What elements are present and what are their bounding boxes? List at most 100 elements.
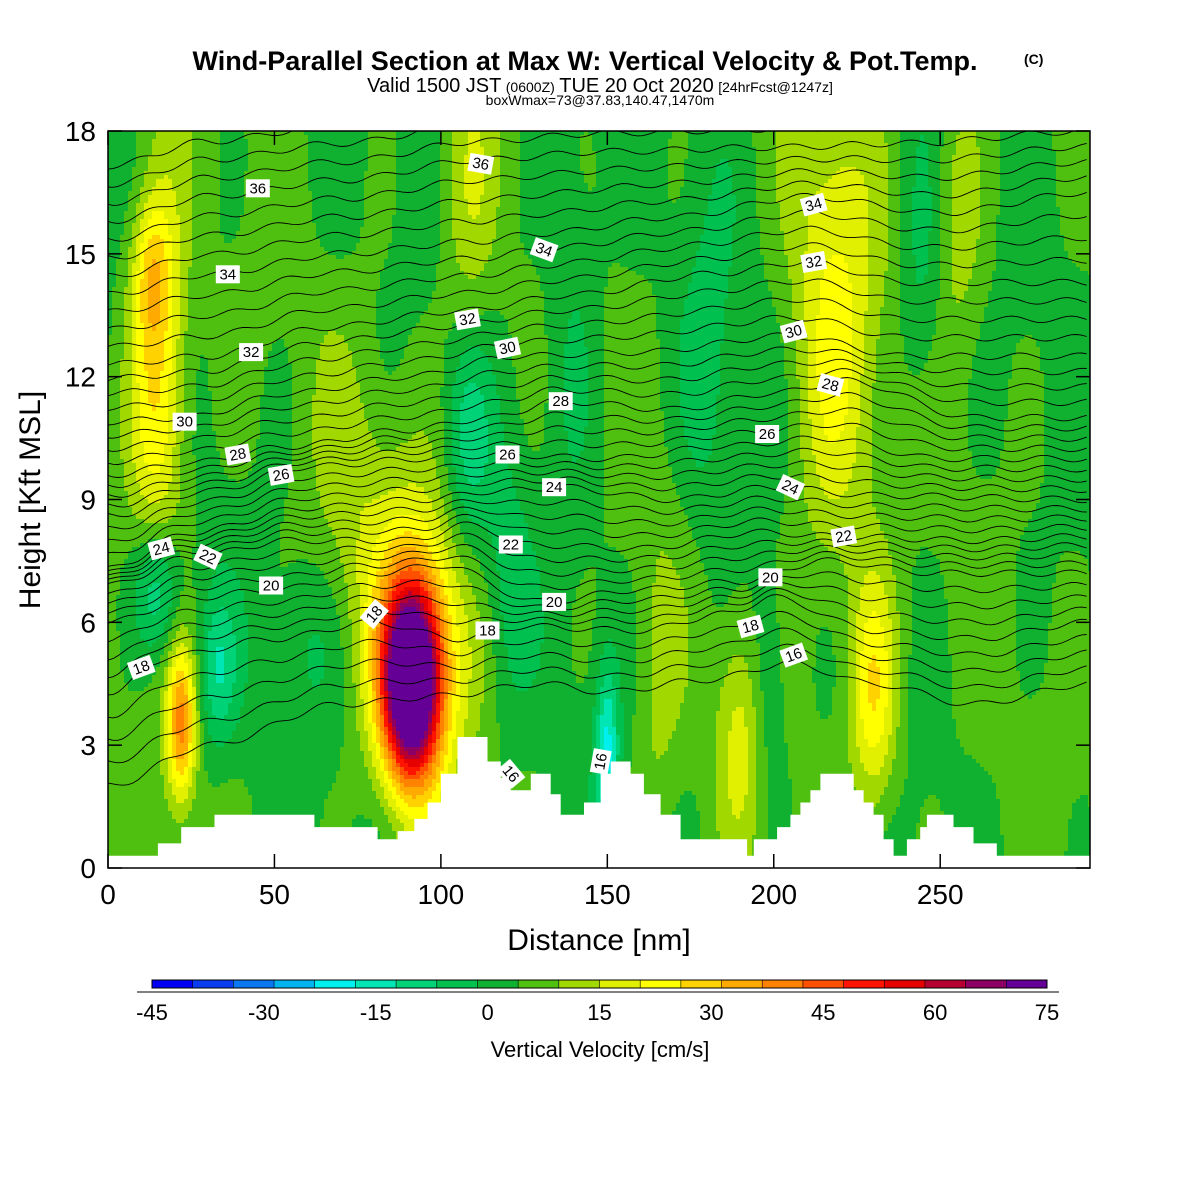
velocity-cell [388,183,393,188]
velocity-cell [428,167,433,172]
velocity-cell [532,163,537,168]
velocity-cell [1036,163,1041,168]
velocity-cell [172,163,177,168]
velocity-cell [492,167,497,172]
velocity-cell [584,183,589,188]
velocity-cell [504,135,509,140]
velocity-cell [1056,151,1061,156]
velocity-cell [356,155,361,160]
velocity-cell [308,135,313,140]
velocity-cell [220,135,225,140]
velocity-cell [252,135,257,140]
velocity-cell [452,187,457,192]
velocity-cell [156,183,161,188]
velocity-cell [164,179,169,184]
velocity-cell [472,147,477,152]
velocity-cell [812,139,817,144]
velocity-cell [1028,183,1033,188]
velocity-cell [972,139,977,144]
velocity-cell [744,135,749,140]
velocity-cell [784,139,789,144]
velocity-cell [496,159,501,164]
velocity-cell [224,167,229,172]
velocity-cell [284,159,289,164]
velocity-cell [436,147,441,152]
velocity-cell [1068,183,1073,188]
velocity-cell [436,171,441,176]
velocity-cell [392,163,397,168]
velocity-cell [836,179,841,184]
velocity-cell [140,139,145,144]
velocity-cell [228,163,233,168]
velocity-cell [116,187,121,192]
velocity-cell [284,155,289,160]
velocity-cell [820,159,825,164]
velocity-cell [732,151,737,156]
velocity-cell [696,139,701,144]
velocity-cell [680,143,685,148]
velocity-cell [216,171,221,176]
velocity-cell [452,167,457,172]
velocity-cell [580,183,585,188]
velocity-cell [248,175,253,180]
velocity-cell [152,135,157,140]
velocity-cell [904,159,909,164]
velocity-cell [916,179,921,184]
velocity-cell [500,147,505,152]
velocity-cell [216,167,221,172]
velocity-cell [732,139,737,144]
velocity-cell [812,155,817,160]
velocity-cell [656,155,661,160]
velocity-cell [336,187,341,192]
velocity-cell [188,135,193,140]
velocity-cell [208,187,213,192]
velocity-cell [704,139,709,144]
velocity-cell [1072,175,1077,180]
velocity-cell [140,163,145,168]
velocity-cell [528,167,533,172]
velocity-cell [280,183,285,188]
velocity-cell [160,147,165,152]
velocity-cell [260,175,265,180]
velocity-cell [248,139,253,144]
velocity-cell [160,167,165,172]
velocity-cell [576,159,581,164]
velocity-cell [968,167,973,172]
velocity-cell [668,151,673,156]
velocity-cell [892,171,897,176]
velocity-cell [488,151,493,156]
velocity-cell [468,147,473,152]
velocity-cell [532,171,537,176]
velocity-cell [156,179,161,184]
velocity-cell [332,163,337,168]
velocity-cell [304,171,309,176]
velocity-cell [532,167,537,172]
velocity-cell [888,171,893,176]
velocity-cell [220,139,225,144]
velocity-cell [888,135,893,140]
velocity-cell [320,171,325,176]
velocity-cell [224,171,229,176]
velocity-cell [572,179,577,184]
velocity-cell [816,151,821,156]
velocity-cell [864,147,869,152]
velocity-cell [788,163,793,168]
velocity-cell [360,155,365,160]
velocity-cell [128,183,133,188]
velocity-cell [492,135,497,140]
velocity-cell [380,167,385,172]
velocity-cell [592,167,597,172]
velocity-cell [680,151,685,156]
velocity-cell [684,151,689,156]
velocity-cell [292,135,297,140]
velocity-cell [1000,167,1005,172]
velocity-cell [176,139,181,144]
velocity-cell [1052,159,1057,164]
velocity-cell [788,187,793,192]
velocity-cell [992,179,997,184]
velocity-cell [920,143,925,148]
velocity-cell [956,167,961,172]
velocity-cell [1004,147,1009,152]
velocity-cell [1028,175,1033,180]
velocity-cell [404,175,409,180]
